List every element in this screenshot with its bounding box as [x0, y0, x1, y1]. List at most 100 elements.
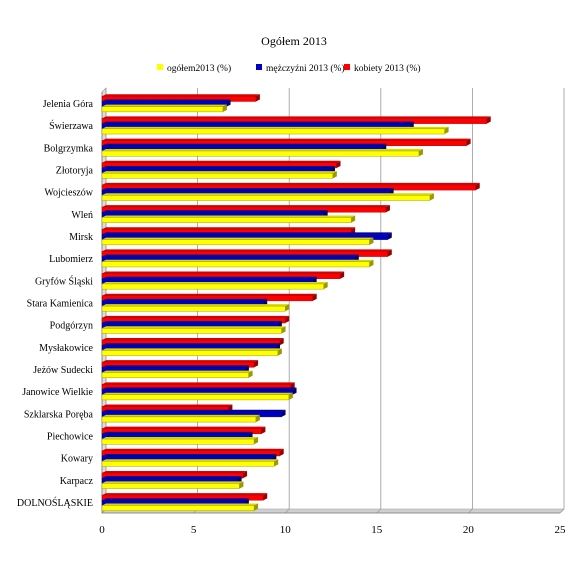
bar-zlotoryja-mezczyzni-2013-top — [102, 165, 335, 168]
y-tick-label: Jelenia Góra — [43, 99, 94, 110]
bar-kowary-mezczyzni-2013-top — [102, 454, 277, 457]
bar-jezow-sudecki-ogolem2013-top — [102, 370, 253, 373]
y-tick-label: Mirsk — [69, 232, 93, 243]
bar-zlotoryja-kobiety-2013-end — [336, 160, 341, 168]
bar-dolnoslaskie-ogolem2013-top — [102, 503, 259, 506]
bar-wlen-kobiety-2013-end — [385, 205, 390, 213]
bar-wlen-mezczyzni-2013-top — [102, 210, 328, 213]
y-tick-label: Stara Kamienica — [27, 299, 94, 310]
bar-dolnoslaskie-kobiety-2013-top — [102, 493, 268, 496]
bar-janowice-wielkie-kobiety-2013-top — [102, 382, 295, 385]
bar-mirsk-kobiety-2013-top — [102, 227, 356, 230]
bar-gryfow-slaski-ogolem2013 — [101, 283, 324, 290]
bar-podgorzyn-ogolem2013 — [101, 328, 282, 334]
bar-wojcieszow-ogolem2013-end — [429, 193, 434, 201]
bar-zlotoryja-kobiety-2013-top — [102, 160, 341, 163]
bar-podgorzyn-ogolem2013-end — [281, 326, 286, 334]
bar-wojcieszow-ogolem2013 — [101, 195, 431, 201]
bar-dolnoslaskie-kobiety-2013-end — [263, 493, 268, 501]
bar-karpacz-ogolem2013-top — [102, 481, 244, 484]
bar-kowary-ogolem2013-top — [102, 459, 279, 462]
bar-stara-kamienica-ogolem2013-top — [102, 304, 290, 307]
bar-stara-kamienica-ogolem2013-end — [285, 304, 290, 312]
bar-mirsk-ogolem2013-top — [102, 237, 374, 240]
bar-kowary-kobiety-2013-top — [102, 448, 284, 451]
legend-swatch-mezczyzni-2013 — [256, 64, 262, 70]
bar-janowice-wielkie-ogolem2013-top — [102, 392, 293, 395]
y-tick-label: Kowary — [61, 454, 93, 465]
y-tick-label: Wojcieszów — [44, 188, 93, 199]
bar-myslakowice-kobiety-2013-end — [279, 338, 284, 346]
bar-lubomierz-kobiety-2013-top — [102, 249, 392, 252]
bar-piechowice-kobiety-2013-end — [261, 426, 266, 434]
bar-swierzawa-ogolem2013-top — [102, 126, 449, 129]
bar-bolgrzymka-ogolem2013-top — [102, 148, 423, 151]
x-tick-label: 5 — [191, 524, 197, 536]
bar-podgorzyn-kobiety-2013-top — [102, 315, 290, 318]
gridline-floor — [284, 508, 290, 514]
bar-jelenia-gora-ogolem2013-end — [222, 104, 227, 112]
bar-wlen-ogolem2013 — [101, 217, 352, 223]
bar-gryfow-slaski-ogolem2013-top — [102, 281, 328, 284]
bar-szklarska-poreba-mezczyzni-2013-end — [281, 409, 286, 417]
bar-piechowice-mezczyzni-2013-top — [102, 431, 253, 434]
bar-jezow-sudecki-kobiety-2013-top — [102, 360, 259, 363]
bar-janowice-wielkie-ogolem2013-end — [288, 392, 293, 400]
bar-myslakowice-ogolem2013 — [101, 350, 279, 356]
bar-swierzawa-mezczyzni-2013-top — [102, 121, 414, 124]
bar-karpacz-kobiety-2013-top — [102, 470, 248, 473]
y-tick-label: Złotoryja — [56, 166, 94, 177]
x-axis-labels: 0 5 10 15 20 25 — [99, 524, 566, 536]
bar-lubomierz-mezczyzni-2013-top — [102, 254, 359, 257]
bar-jezow-sudecki-ogolem2013 — [101, 372, 249, 378]
bar-wojcieszow-mezczyzni-2013-top — [102, 188, 394, 191]
y-tick-label: DOLNOŚLĄSKIE — [17, 497, 93, 509]
y-axis-labels: Jelenia Góra Świerzawa Bolgrzymka Złotoryja… — [17, 99, 94, 509]
bar-piechowice-ogolem2013-top — [102, 437, 259, 440]
bar-stara-kamienica-mezczyzni-2013-top — [102, 298, 268, 301]
bar-jezow-sudecki-kobiety-2013-end — [254, 360, 259, 368]
bar-zlotoryja-ogolem2013 — [101, 172, 334, 179]
bar-wojcieszow-kobiety-2013-top — [102, 182, 480, 185]
y-tick-label: Świerzawa — [49, 120, 93, 132]
bar-lubomierz-ogolem2013-top — [102, 259, 374, 262]
y-tick-label: Jeżów Sudecki — [33, 365, 93, 376]
bar-bolgrzymka-ogolem2013-end — [418, 148, 423, 157]
bar-wlen-kobiety-2013-top — [102, 205, 390, 208]
y-tick-label: Janowice Wielkie — [22, 387, 93, 398]
bar-karpacz-ogolem2013-end — [239, 481, 244, 489]
bar-wlen-ogolem2013-end — [351, 215, 356, 223]
bar-gryfow-slaski-mezczyzni-2013-top — [102, 276, 317, 279]
x-tick-label: 0 — [99, 524, 105, 536]
x-tick-label: 10 — [280, 524, 292, 536]
bar-jelenia-gora-kobiety-2013-top — [102, 94, 260, 97]
bar-mirsk-mezczyzni-2013-top — [102, 232, 392, 235]
bar-mirsk-mezczyzni-2013-end — [387, 232, 392, 240]
bar-gryfow-slaski-kobiety-2013-top — [102, 271, 345, 274]
bar-zlotoryja-ogolem2013-top — [102, 171, 337, 174]
bar-mirsk-ogolem2013 — [101, 239, 370, 246]
bar-podgorzyn-ogolem2013-top — [102, 326, 286, 329]
bar-janowice-wielkie-mezczyzni-2013-end — [292, 387, 297, 395]
bar-lubomierz-ogolem2013-end — [369, 259, 374, 267]
bar-jelenia-gora-kobiety-2013-end — [255, 94, 260, 102]
bar-karpacz-ogolem2013 — [101, 483, 240, 489]
y-tick-label: Gryfów Śląski — [35, 275, 93, 287]
bar-jelenia-gora-ogolem2013-top — [102, 104, 227, 107]
bar-swierzawa-kobiety-2013-top — [102, 116, 491, 119]
bar-bolgrzymka-kobiety-2013-top — [102, 138, 471, 141]
bar-piechowice-kobiety-2013-top — [102, 426, 266, 429]
bar-bolgrzymka-ogolem2013 — [101, 150, 420, 157]
bar-bolgrzymka-mezczyzni-2013-top — [102, 143, 387, 146]
bar-gryfow-slaski-ogolem2013-end — [323, 281, 328, 290]
bar-mirsk-ogolem2013-end — [369, 237, 374, 245]
bar-swierzawa-ogolem2013-end — [444, 126, 449, 135]
bar-wlen-ogolem2013-top — [102, 215, 356, 218]
bar-szklarska-poreba-mezczyzni-2013-top — [102, 409, 286, 412]
gridline-floor — [376, 508, 382, 514]
bar-jezow-sudecki-ogolem2013-end — [248, 370, 253, 378]
bar-swierzawa-ogolem2013 — [101, 128, 445, 135]
legend-label-kobiety-2013: kobiety 2013 (%) — [354, 63, 421, 74]
